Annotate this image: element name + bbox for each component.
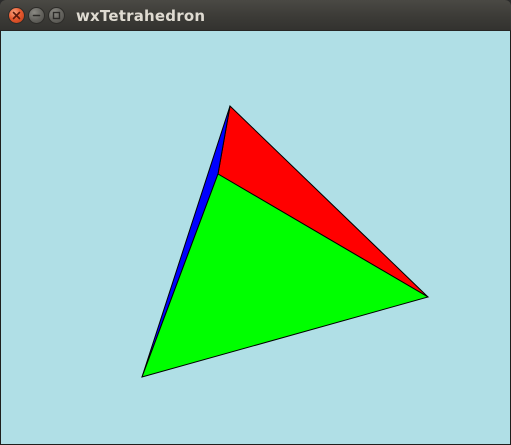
window-titlebar[interactable]: wxTetrahedron <box>0 0 511 31</box>
tetrahedron-canvas[interactable] <box>1 31 510 444</box>
window-title: wxTetrahedron <box>76 7 206 25</box>
maximize-button[interactable] <box>48 7 65 24</box>
minimize-button[interactable] <box>28 7 45 24</box>
close-icon <box>12 11 21 20</box>
tetrahedron-canvas-area[interactable] <box>1 31 510 444</box>
maximize-icon <box>52 11 61 20</box>
green-face[interactable] <box>141 173 430 378</box>
minimize-icon <box>32 14 41 17</box>
window-controls <box>8 7 66 25</box>
close-button[interactable] <box>8 7 25 24</box>
